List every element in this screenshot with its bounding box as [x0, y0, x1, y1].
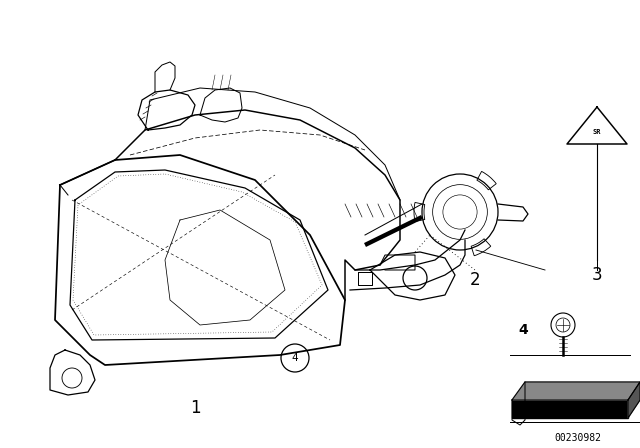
- Text: 4: 4: [518, 323, 528, 337]
- Text: 3: 3: [592, 266, 602, 284]
- Text: 2: 2: [470, 271, 480, 289]
- Polygon shape: [512, 400, 628, 418]
- Text: 1: 1: [189, 399, 200, 417]
- Text: 00230982: 00230982: [554, 433, 602, 443]
- Text: 4: 4: [292, 353, 298, 363]
- Polygon shape: [512, 382, 640, 400]
- Text: SR: SR: [593, 129, 601, 135]
- Polygon shape: [628, 382, 640, 418]
